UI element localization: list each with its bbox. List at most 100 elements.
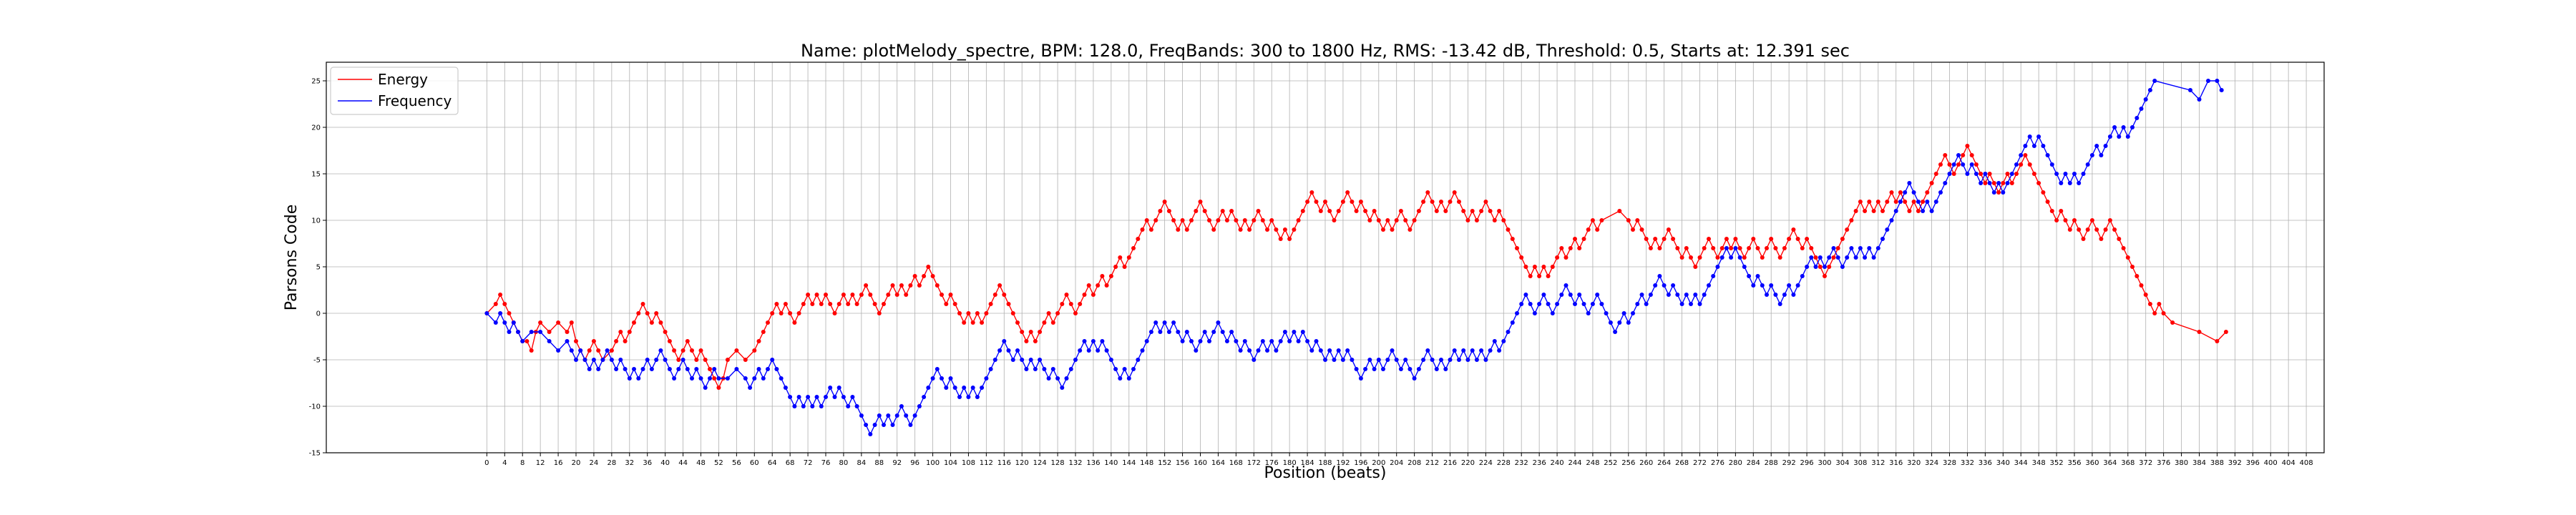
data-point-energy — [1969, 153, 1974, 157]
data-point-energy — [618, 330, 623, 334]
data-point-energy — [1497, 209, 1502, 213]
x-tick-label: 328 — [1943, 459, 1956, 467]
x-tick-label: 144 — [1122, 459, 1136, 467]
data-point-energy — [1434, 209, 1439, 213]
data-point-energy — [1755, 246, 1760, 250]
data-point-energy — [828, 302, 833, 306]
data-point-energy — [1885, 200, 1890, 204]
data-point-energy — [1956, 162, 1961, 167]
data-point-energy — [1555, 255, 1560, 260]
data-point-frequency — [1162, 320, 1167, 325]
x-tick-label: 244 — [1568, 459, 1581, 467]
data-point-energy — [912, 274, 917, 278]
data-point-energy — [1871, 209, 1876, 213]
data-point-frequency — [872, 423, 877, 427]
data-point-frequency — [1550, 311, 1555, 315]
data-point-frequency — [1492, 339, 1497, 343]
data-point-energy — [761, 330, 766, 334]
data-point-energy — [962, 320, 967, 325]
data-point-energy — [1671, 237, 1676, 241]
data-point-frequency — [2081, 172, 2086, 176]
data-point-energy — [1050, 320, 1055, 325]
data-point-energy — [1287, 237, 1292, 241]
data-point-frequency — [1765, 293, 1769, 297]
x-tick-label: 16 — [554, 459, 563, 467]
data-point-energy — [1541, 265, 1546, 269]
data-point-energy — [1835, 246, 1840, 250]
data-point-energy — [1024, 339, 1029, 343]
data-point-frequency — [2031, 144, 2036, 148]
data-point-energy — [1421, 200, 1426, 204]
x-tick-label: 220 — [1461, 459, 1475, 467]
data-point-energy — [1376, 218, 1381, 222]
data-point-frequency — [1853, 255, 1858, 260]
data-point-energy — [908, 283, 913, 288]
x-tick-label: 284 — [1747, 459, 1760, 467]
data-point-frequency — [1078, 348, 1083, 353]
data-point-energy — [1747, 246, 1752, 250]
data-point-frequency — [1991, 190, 1996, 195]
data-point-energy — [1987, 172, 1992, 176]
x-tick-label: 236 — [1533, 459, 1546, 467]
data-point-energy — [1742, 255, 1747, 260]
data-point-frequency — [2054, 172, 2059, 176]
x-tick-label: 64 — [768, 459, 777, 467]
data-point-energy — [1827, 265, 1832, 269]
x-tick-label: 240 — [1551, 459, 1564, 467]
data-point-frequency — [2014, 162, 2019, 167]
data-point-energy — [1216, 218, 1221, 222]
data-point-energy — [672, 348, 677, 353]
legend-label-frequency: Frequency — [378, 92, 452, 109]
data-point-energy — [1523, 265, 1528, 269]
data-point-energy — [788, 311, 793, 315]
data-point-energy — [810, 302, 815, 306]
data-point-energy — [1354, 209, 1359, 213]
data-point-energy — [882, 302, 886, 306]
data-point-frequency — [1340, 358, 1345, 362]
data-point-energy — [1737, 246, 1742, 250]
data-point-frequency — [1122, 367, 1127, 371]
data-point-energy — [609, 348, 614, 353]
data-point-energy — [1118, 255, 1123, 260]
data-point-frequency — [565, 339, 570, 343]
data-point-frequency — [1528, 302, 1533, 306]
data-point-energy — [1443, 209, 1448, 213]
data-point-frequency — [1951, 162, 1956, 167]
data-point-energy — [507, 311, 512, 315]
data-point-energy — [2063, 218, 2068, 222]
data-point-frequency — [1555, 302, 1560, 306]
data-point-energy — [1707, 237, 1711, 241]
data-point-energy — [1729, 246, 1734, 250]
data-point-frequency — [1425, 348, 1430, 353]
data-point-energy — [2077, 227, 2082, 232]
data-point-frequency — [819, 404, 824, 408]
data-point-energy — [1198, 200, 1203, 204]
data-point-energy — [970, 320, 975, 325]
data-point-energy — [1577, 246, 1582, 250]
data-point-energy — [904, 293, 909, 297]
data-point-energy — [1278, 237, 1283, 241]
data-point-frequency — [2219, 88, 2224, 92]
data-point-energy — [743, 358, 748, 362]
data-point-frequency — [748, 386, 753, 390]
data-point-frequency — [1260, 339, 1265, 343]
data-point-energy — [1853, 209, 1858, 213]
data-point-energy — [1510, 237, 1515, 241]
data-point-frequency — [1488, 348, 1493, 353]
data-point-energy — [864, 283, 869, 288]
data-point-frequency — [922, 395, 927, 399]
data-point-energy — [940, 293, 944, 297]
data-point-frequency — [1194, 348, 1199, 353]
data-point-frequency — [1113, 367, 1118, 371]
data-point-energy — [1689, 255, 1693, 260]
data-point-frequency — [1693, 293, 1698, 297]
data-point-frequency — [1707, 283, 1711, 288]
data-point-energy — [1131, 246, 1136, 250]
data-point-frequency — [1943, 181, 1948, 185]
data-point-energy — [1947, 162, 1952, 167]
data-point-frequency — [1448, 358, 1453, 362]
data-point-frequency — [1050, 367, 1055, 371]
x-tick-label: 116 — [997, 459, 1011, 467]
grid — [326, 62, 2324, 453]
data-point-energy — [952, 302, 957, 306]
